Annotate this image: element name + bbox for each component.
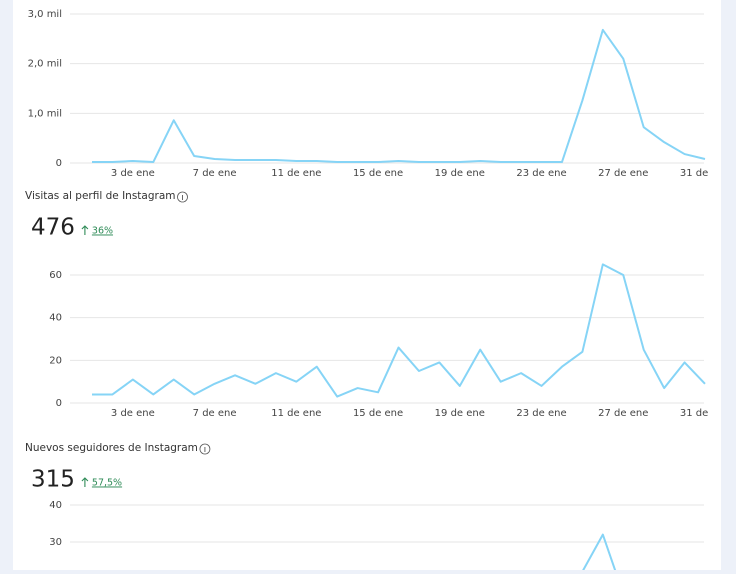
info-icon — [199, 443, 211, 455]
x-tick-label: 19 de ene — [435, 168, 485, 179]
x-tick-label: 3 de ene — [111, 168, 155, 179]
info-icon — [177, 191, 188, 203]
y-tick-label: 3,0 mil — [28, 9, 62, 20]
y-tick-label: 40 — [49, 500, 62, 511]
series-line — [92, 28, 706, 164]
x-tick-label: 11 de ene — [271, 168, 321, 179]
series-line — [582, 533, 617, 570]
y-tick-label: 40 — [49, 313, 62, 324]
x-tick-label: 19 de ene — [435, 408, 485, 419]
y-tick-label: 60 — [49, 270, 62, 281]
card — [13, 0, 721, 570]
x-tick-label: 15 de ene — [353, 408, 403, 419]
x-tick-label: 23 de ene — [516, 168, 566, 179]
y-tick-label: 2,0 mil — [28, 59, 62, 70]
y-tick-label: 0 — [56, 398, 62, 409]
x-tick-label: 11 de ene — [271, 408, 321, 419]
charts: 0 1,0 mil 2,0 mil 3,0 mil 3 de ene 7 de ene 11… — [25, 9, 730, 570]
total-value: 476 — [31, 215, 75, 241]
chart-title: Nuevos seguidores de Instagram — [25, 442, 198, 454]
x-tick-label: 3 de ene — [111, 408, 155, 419]
x-tick-label: 23 de ene — [516, 408, 566, 419]
change-percent: 36% — [92, 226, 113, 237]
x-tick-label: 27 de ene — [598, 408, 648, 419]
chart-title: Visitas al perfil de Instagram — [25, 190, 176, 202]
x-tick-label: 27 de ene — [598, 168, 648, 179]
x-tick-label: 15 de ene — [353, 168, 403, 179]
x-tick-label: 31 de ene — [680, 408, 730, 419]
up-arrow — [81, 477, 89, 487]
x-tick-label: 7 de ene — [193, 168, 237, 179]
y-tick-label: 0 — [56, 158, 62, 169]
up-arrow — [81, 225, 89, 235]
y-tick-label: 30 — [49, 537, 62, 548]
change-percent: 57,5% — [92, 478, 122, 489]
y-tick-label: 20 — [49, 355, 62, 366]
x-tick-label: 31 de ene — [680, 168, 730, 179]
total-value: 315 — [31, 467, 75, 493]
x-tick-label: 7 de ene — [193, 408, 237, 419]
y-tick-label: 1,0 mil — [28, 108, 62, 119]
series-line — [92, 263, 706, 398]
